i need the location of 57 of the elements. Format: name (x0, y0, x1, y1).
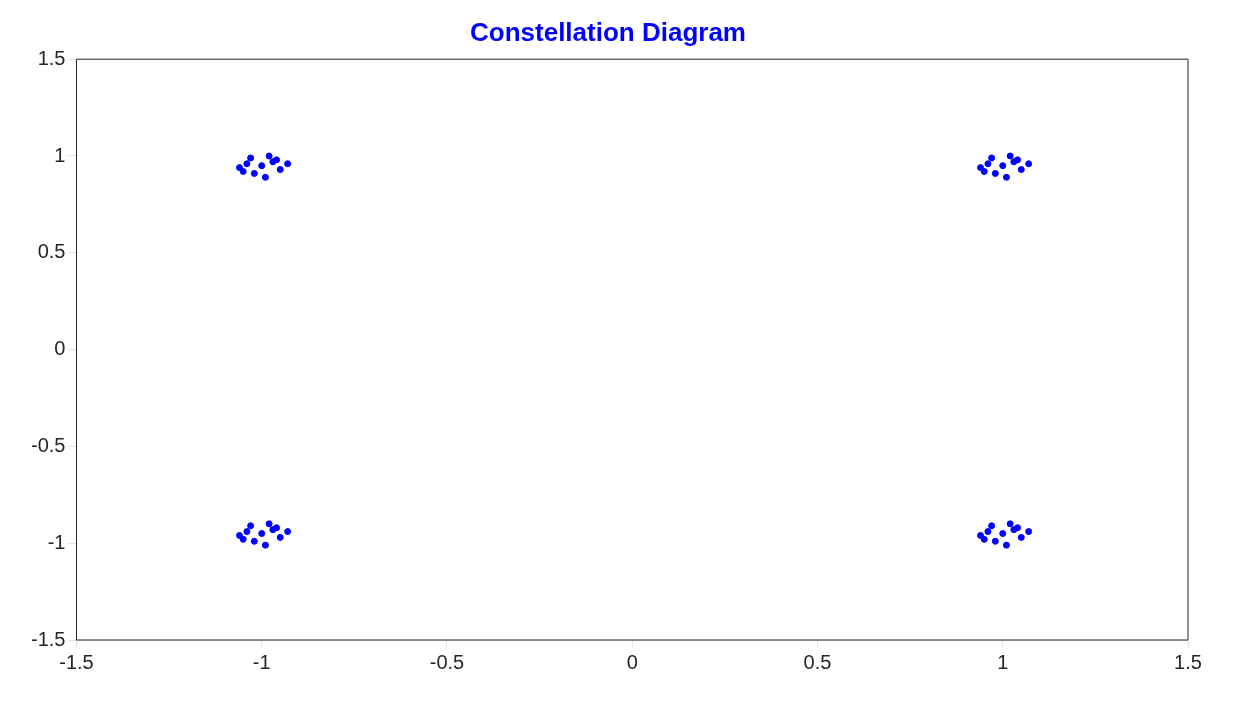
chart-title: Constellation Diagram (470, 16, 746, 47)
point (261, 541, 269, 549)
point (988, 522, 996, 530)
x-tick-label: 0 (626, 650, 638, 673)
point (1017, 166, 1025, 174)
point (1006, 520, 1014, 528)
point (1025, 528, 1033, 536)
x-tick-label: 0.5 (803, 650, 832, 673)
point (235, 164, 243, 172)
y-tick-label: -1 (47, 530, 66, 553)
point (984, 528, 992, 536)
y-tick-label: 0 (54, 337, 66, 360)
point (1014, 524, 1022, 532)
point (250, 537, 258, 545)
point (999, 162, 1007, 170)
point (984, 160, 992, 168)
point (265, 152, 273, 160)
point (261, 173, 269, 181)
point (980, 167, 988, 175)
point (243, 528, 251, 536)
point (1017, 533, 1025, 541)
y-tick-label: 1.5 (37, 46, 66, 69)
point (273, 524, 281, 532)
point (1014, 156, 1022, 164)
point (276, 533, 284, 541)
y-tick-label: -0.5 (30, 433, 66, 456)
y-tick-label: 0.5 (37, 240, 66, 263)
y-tick-label: -1.5 (30, 627, 66, 650)
point (284, 528, 292, 536)
point (247, 522, 255, 530)
point (265, 520, 273, 528)
point (988, 154, 996, 162)
x-tick-label: 1.5 (1174, 650, 1202, 673)
x-tick-label: -1 (252, 650, 271, 673)
point (1006, 152, 1014, 160)
point (247, 154, 255, 162)
point (284, 160, 292, 168)
point (1002, 173, 1010, 181)
point (258, 162, 266, 170)
point (273, 156, 281, 164)
point (1025, 160, 1033, 168)
point (991, 169, 999, 177)
point (243, 160, 251, 168)
point (1002, 541, 1010, 549)
point (239, 535, 247, 543)
y-tick-label: 1 (54, 143, 66, 166)
x-tick-label: 1 (997, 650, 1009, 673)
point (258, 530, 266, 538)
x-tick-label: -0.5 (429, 650, 465, 673)
point (977, 531, 985, 539)
point (276, 166, 284, 174)
point (980, 535, 988, 543)
point (250, 169, 258, 177)
point (235, 531, 243, 539)
point (239, 167, 247, 175)
point (999, 530, 1007, 538)
point (991, 537, 999, 545)
